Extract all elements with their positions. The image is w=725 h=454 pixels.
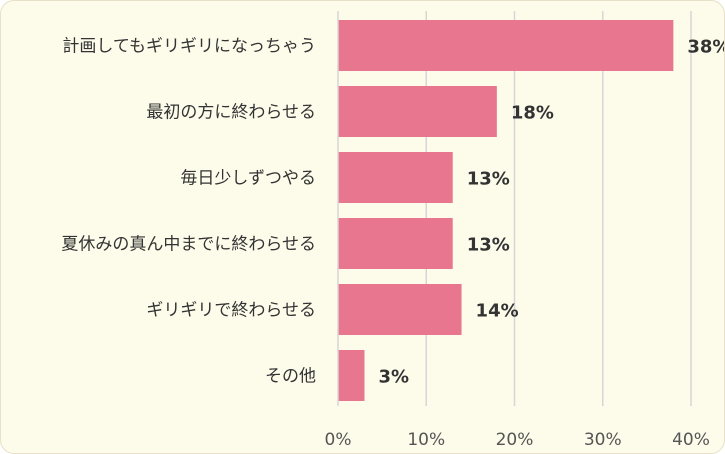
category-label: その他: [265, 367, 316, 387]
bar: [338, 152, 453, 203]
value-label: 13%: [467, 235, 510, 256]
x-tick-label: 30%: [584, 430, 622, 450]
x-tick-label: 10%: [407, 430, 445, 450]
category-label: 毎日少しずつやる: [180, 169, 316, 189]
bar: [338, 350, 365, 401]
value-label: 14%: [476, 301, 519, 322]
value-label: 13%: [467, 169, 510, 190]
x-tick-label: 40%: [672, 430, 710, 450]
value-label: 3%: [378, 367, 409, 388]
bar: [338, 86, 497, 137]
category-label: 夏休みの真ん中までに終わらせる: [61, 235, 316, 255]
bar: [338, 218, 453, 269]
value-label: 38%: [687, 37, 725, 58]
category-label: 最初の方に終わらせる: [146, 103, 316, 123]
category-label: 計画してもギリギリになっちゃう: [62, 37, 316, 57]
x-tick-label: 0%: [325, 430, 352, 450]
bar: [338, 20, 674, 71]
category-label: ギリギリで終わらせる: [146, 301, 316, 321]
value-label: 18%: [511, 103, 554, 124]
bar: [338, 284, 462, 335]
x-tick-label: 20%: [496, 430, 534, 450]
